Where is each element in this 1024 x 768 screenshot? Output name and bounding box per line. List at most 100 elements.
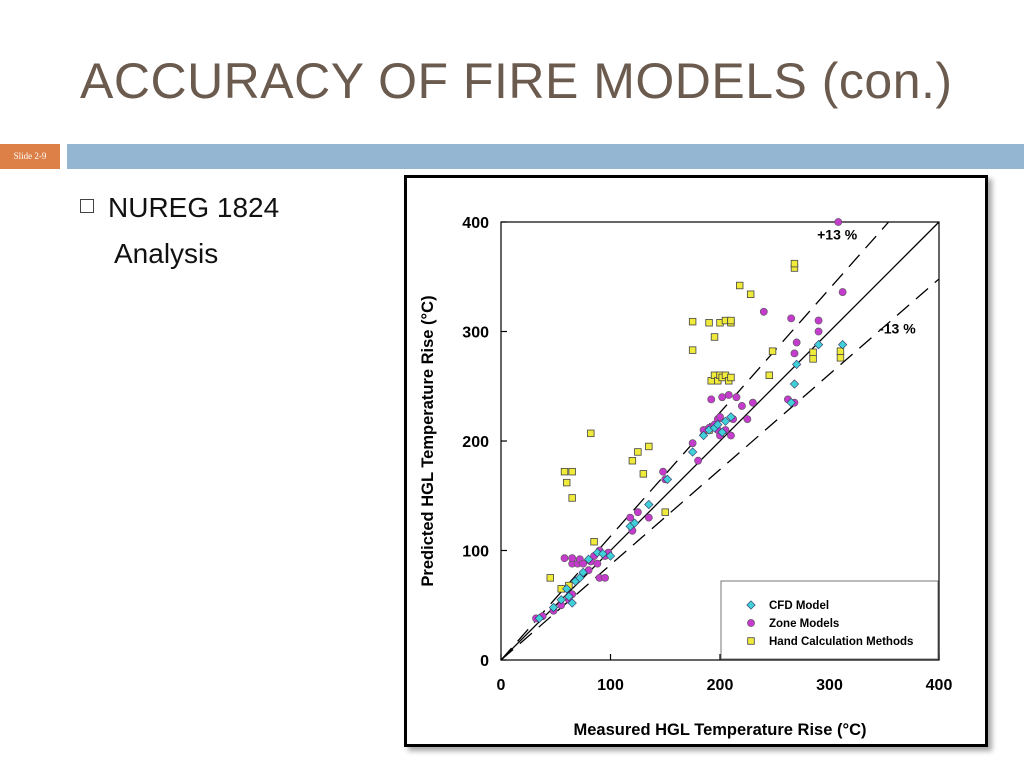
legend-marker (746, 600, 756, 610)
y-tick-label: 400 (462, 215, 489, 232)
data-point (633, 508, 642, 517)
data-point (732, 393, 741, 402)
data-point (601, 573, 609, 582)
data-point (809, 355, 817, 363)
data-point (838, 288, 847, 296)
data-point (556, 595, 566, 605)
data-point (792, 338, 801, 347)
data-point (587, 429, 595, 438)
data-point (644, 513, 653, 522)
x-tick-label: 0 (497, 677, 506, 694)
data-point (567, 598, 577, 608)
data-point (605, 551, 616, 561)
data-point (707, 395, 716, 404)
data-point (786, 398, 796, 408)
data-point (720, 416, 731, 426)
legend-marker (747, 637, 755, 645)
x-tick-label: 200 (707, 677, 734, 694)
data-point (724, 391, 733, 399)
scatter-chart: 0 100 200 300 400 0 100 200 300 400 Measured HGL … (419, 215, 953, 739)
data-point (790, 259, 799, 268)
header-bar (67, 144, 1024, 169)
data-point (727, 316, 735, 325)
data-point (809, 348, 817, 357)
y-tick-label: 100 (462, 544, 489, 561)
data-point (746, 290, 755, 298)
bullet-box-icon (80, 199, 94, 213)
data-point (645, 442, 653, 451)
data-point (789, 379, 800, 389)
legend: CFD Model Zone Models Hand Calculation Met… (720, 580, 939, 660)
dashed-reference-line (500, 221, 890, 661)
slide-number: Slide 2-9 (0, 144, 60, 169)
data-point (688, 447, 698, 457)
x-tick-label: 300 (816, 677, 843, 694)
data-point (814, 316, 823, 325)
data-point (736, 281, 744, 290)
data-point (661, 508, 669, 516)
data-point (743, 415, 752, 423)
data-point (639, 470, 648, 478)
bullet-item: NUREG 1824 (80, 192, 380, 224)
legend-marker (747, 619, 755, 627)
data-point (578, 567, 588, 578)
data-point (688, 439, 697, 448)
data-point (768, 347, 777, 355)
data-point (628, 457, 637, 465)
y-tick-label: 0 (480, 653, 489, 670)
annotation-label: +13 % (817, 227, 858, 243)
data-point (716, 413, 724, 421)
data-point (787, 314, 796, 323)
data-point (546, 574, 554, 582)
slide-title: ACCURACY OF FIRE MODELS (con.) (80, 53, 953, 109)
data-point (598, 549, 608, 559)
data-point (644, 499, 654, 510)
data-point (568, 494, 576, 502)
data-point (727, 431, 735, 440)
data-point (748, 398, 757, 407)
data-point (838, 340, 848, 350)
data-point (737, 402, 746, 410)
data-point (560, 467, 569, 476)
data-point (626, 513, 635, 522)
data-point (659, 467, 667, 476)
data-point (698, 430, 709, 441)
chart-frame: 0 100 200 300 400 0 100 200 300 400 Measured HGL … (404, 175, 988, 747)
data-point (568, 554, 577, 563)
legend-box (720, 580, 939, 660)
x-tick-label: 100 (597, 677, 624, 694)
y-tick-label: 300 (462, 325, 489, 342)
data-point (562, 478, 571, 487)
data-point (590, 538, 598, 546)
data-point (568, 467, 576, 476)
data-point (836, 347, 845, 355)
data-point (688, 346, 697, 354)
bullet-text-line2: Analysis (114, 238, 219, 269)
data-point (560, 554, 569, 563)
data-point (814, 327, 823, 336)
data-point (562, 584, 572, 594)
y-tick-label: 200 (462, 434, 489, 451)
y-axis-label: Predicted HGL Temperature Rise (°C) (419, 295, 437, 586)
data-point (534, 613, 544, 624)
data-point (629, 518, 640, 528)
data-point (717, 427, 727, 437)
dashed-reference-line (500, 278, 940, 661)
data-point (662, 474, 673, 484)
data-point (813, 340, 824, 350)
data-point (593, 559, 602, 568)
data-point (792, 359, 802, 369)
data-point (726, 412, 736, 422)
data-point (834, 218, 843, 226)
x-tick-label: 400 (926, 677, 953, 694)
data-point (548, 602, 559, 613)
bullet-list: NUREG 1824 Analysis (80, 192, 380, 270)
data-point (694, 456, 702, 465)
data-point (583, 554, 594, 564)
data-point (688, 317, 697, 326)
data-point (765, 371, 773, 379)
data-point (705, 319, 713, 327)
data-point (727, 373, 735, 382)
data-point (579, 559, 588, 568)
legend-label: Zone Models (769, 618, 839, 630)
